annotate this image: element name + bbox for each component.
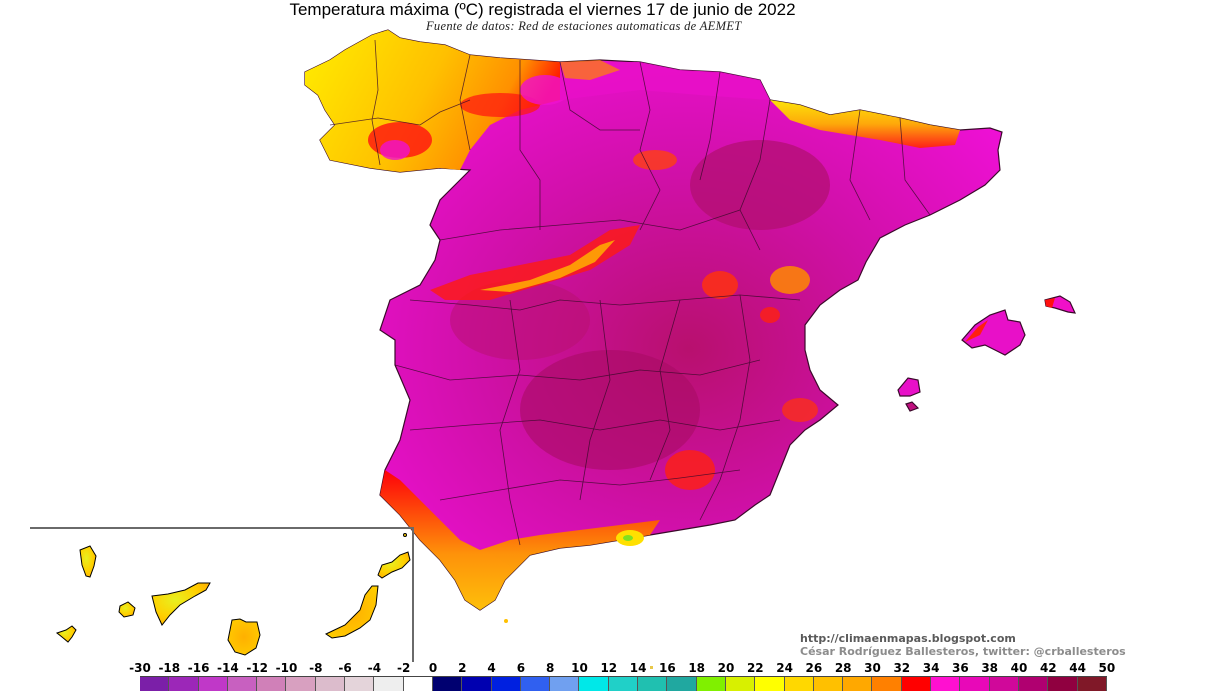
mainland-spain — [304, 29, 1003, 623]
legend-cell — [960, 677, 990, 691]
color-legend: -30 -18 -16 -14 -12 -10 -8 -6 -4 -2 0 2 4 6 8 10 12 14 16 1… — [129, 661, 1115, 691]
legend-tick-label: -14 — [217, 661, 239, 675]
legend-cell — [608, 677, 639, 691]
legend-cell — [667, 677, 697, 691]
legend-cell — [696, 677, 726, 691]
legend-tick-label: 18 — [688, 661, 706, 675]
inset-frame-right — [412, 527, 414, 662]
legend-tick-label: -12 — [246, 661, 269, 675]
map-title: Temperatura máxima (ºC) registrada el vi… — [289, 0, 796, 19]
legend-tick-label: 38 — [981, 661, 999, 675]
legend-tick-label: 22 — [746, 661, 764, 675]
legend-tick-label: -18 — [158, 661, 181, 675]
ibiza — [897, 377, 921, 397]
legend-cell — [198, 677, 228, 691]
legend-cell — [432, 677, 463, 691]
credits-url: http://climaenmapas.blogspot.com — [800, 632, 1016, 645]
legend-tick-label: -30 — [129, 661, 151, 675]
legend-cell — [257, 677, 287, 691]
legend-tick-label: 12 — [600, 661, 618, 675]
legend-cell — [813, 677, 844, 691]
legend-cell — [550, 677, 580, 691]
legend-cell — [725, 677, 756, 691]
legend-tick-label: 24 — [776, 661, 793, 675]
legend-tick-label: 44 — [1069, 661, 1086, 675]
legend-cell — [1018, 677, 1049, 691]
legend-tick-label: 50 — [1098, 661, 1116, 675]
legend-cell — [345, 677, 375, 691]
legend-tick-label: -4 — [367, 661, 382, 675]
legend-cell — [403, 677, 433, 691]
legend-colorbar — [140, 676, 1107, 691]
legend-cell — [286, 677, 316, 691]
gran-canaria — [227, 618, 261, 656]
legend-cell — [931, 677, 961, 691]
legend-cell — [638, 677, 668, 691]
legend-cell — [1077, 677, 1107, 691]
legend-cell — [872, 677, 902, 691]
fuerteventura — [324, 585, 379, 639]
legend-tick-label: 4 — [487, 661, 496, 675]
legend-tick-label: 36 — [952, 661, 969, 675]
legend-tick-label: 6 — [516, 661, 526, 675]
map-subtitle: Fuente de datos: Red de estaciones autom… — [426, 19, 742, 33]
credits-author: César Rodríguez Ballesteros, twitter: @c… — [800, 645, 1126, 658]
legend-tick-label: -8 — [309, 661, 323, 675]
legend-cell — [520, 677, 551, 691]
legend-tick-label: 32 — [893, 661, 911, 675]
legend-tick-label: 16 — [659, 661, 676, 675]
canary-islands-inset — [55, 533, 411, 656]
legend-cell — [784, 677, 814, 691]
legend-tick-label: 10 — [571, 661, 588, 675]
legend-cell — [315, 677, 346, 691]
legend-cell — [491, 677, 521, 691]
inset-frame-top — [30, 527, 414, 529]
legend-cell — [989, 677, 1019, 691]
legend-tick-label: 28 — [834, 661, 852, 675]
formentera — [905, 401, 920, 412]
legend-cell — [901, 677, 932, 691]
la-palma — [79, 545, 97, 578]
legend-tick-label: -16 — [187, 661, 210, 675]
legend-tick-label: 30 — [864, 661, 881, 675]
balearic-islands — [897, 295, 1076, 412]
legend-cell — [374, 677, 404, 691]
mallorca — [961, 309, 1026, 356]
legend-tick-label: -10 — [275, 661, 298, 675]
legend-cell — [140, 677, 170, 691]
legend-tick-label: 8 — [546, 661, 555, 675]
el-hierro — [55, 625, 77, 643]
legend-tick-label: -6 — [338, 661, 352, 675]
pyrenees-zone — [770, 100, 960, 148]
legend-cell — [755, 677, 785, 691]
legend-tick-label: 40 — [1010, 661, 1028, 675]
legend-cell — [227, 677, 258, 691]
la-gomera — [118, 601, 136, 618]
province-borders — [329, 39, 931, 546]
legend-tick-label: 20 — [717, 661, 735, 675]
legend-tick-label: 14 — [629, 661, 647, 675]
lanzarote — [377, 551, 411, 579]
legend-cell — [169, 677, 199, 691]
legend-marker-dot — [650, 666, 653, 669]
legend-cell — [843, 677, 873, 691]
legend-tick-label: 0 — [428, 661, 438, 675]
legend-cell — [462, 677, 492, 691]
legend-tick-label: 34 — [922, 661, 940, 675]
legend-cell — [1048, 677, 1078, 691]
legend-cell — [579, 677, 609, 691]
legend-labels: -30 -18 -16 -14 -12 -10 -8 -6 -4 -2 0 2 4 6 8 10 12 14 16 1… — [129, 661, 1115, 675]
legend-tick-label: 26 — [805, 661, 823, 675]
credits: http://climaenmapas.blogspot.com César R… — [800, 632, 1126, 658]
legend-tick-label: 2 — [458, 661, 467, 675]
tenerife — [151, 582, 211, 626]
legend-tick-label: -2 — [397, 661, 411, 675]
legend-tick-label: 42 — [1039, 661, 1057, 675]
